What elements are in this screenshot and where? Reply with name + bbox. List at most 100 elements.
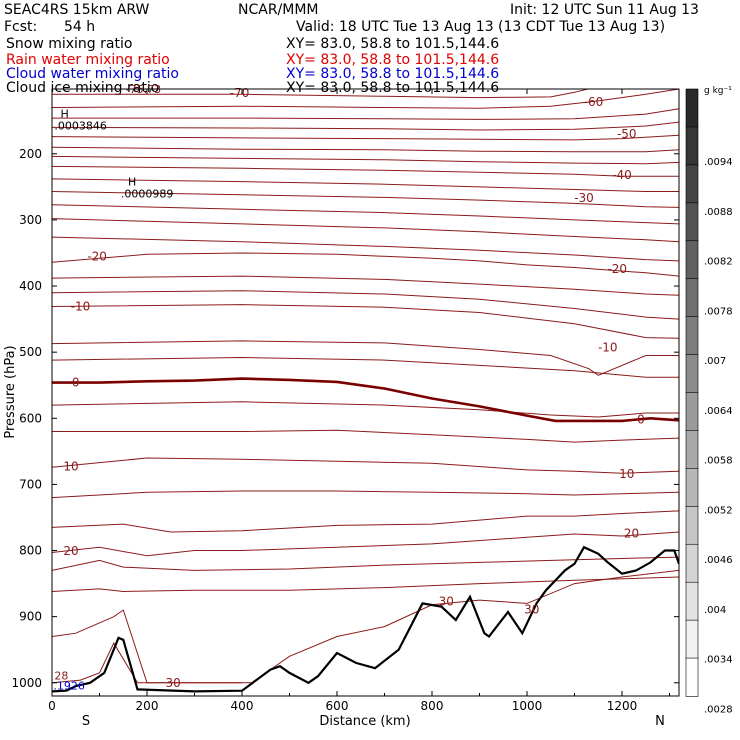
contour-label: -60 <box>584 95 604 109</box>
x-axis-label: Distance (km) <box>319 714 410 729</box>
y-tick-label: 500 <box>19 345 42 359</box>
x-end-label-north: N <box>655 714 665 729</box>
isotherm-3 <box>52 121 679 131</box>
init-time: Init: 12 UTC Sun 11 Aug 13 <box>510 2 699 18</box>
y-tick-label: 400 <box>19 279 42 293</box>
x-axis: 0 200 400 600 800 1000 1200 <box>48 89 670 713</box>
temperature-contours <box>52 89 679 684</box>
colorbar-swatch <box>685 88 699 128</box>
colorbar-swatch <box>685 392 699 432</box>
contour-label: -20 <box>607 262 627 276</box>
x-tick-label: 600 <box>326 699 349 713</box>
chart-annotation: H <box>61 107 69 120</box>
isotherm-2 <box>52 108 679 120</box>
chart-annotation: .1926 <box>53 679 85 692</box>
chart-annotation: H <box>128 176 136 189</box>
model-title: SEAC4RS 15km ARW <box>4 2 150 18</box>
y-tick-label: 900 <box>19 610 42 624</box>
isotherm-28 <box>52 642 242 684</box>
contour-label: -70 <box>230 86 250 100</box>
y-tick-label: 200 <box>19 147 42 161</box>
y-tick-label: 1000 <box>11 676 42 690</box>
contour-label: 10 <box>63 460 78 474</box>
contour-label: -20 <box>87 249 107 263</box>
colorbar-tick-label: .0052 <box>704 505 733 516</box>
contour-label: 30 <box>165 676 180 690</box>
field-xy-rain: XY= 83.0, 58.8 to 101.5,144.6 <box>286 52 500 68</box>
colorbar-swatch <box>685 430 699 470</box>
colorbar-tick-label: .0046 <box>704 555 733 566</box>
colorbar-swatch <box>685 240 699 280</box>
field-name-snow: Snow mixing ratio <box>6 36 133 52</box>
isotherm-13 <box>52 236 679 262</box>
isotherm-16 <box>52 290 679 320</box>
isotherm-12 <box>52 252 679 277</box>
colorbar-tick-label: .0028 <box>704 704 733 715</box>
colorbar-tick-label: .0082 <box>704 257 733 268</box>
colorbar-swatch <box>685 126 699 166</box>
isotherm-15 <box>52 304 679 339</box>
x-tick-label: 1200 <box>607 699 638 713</box>
terrain-layer <box>52 545 679 693</box>
contour-label: -10 <box>598 341 618 355</box>
field-xy-cloud-water: XY= 83.0, 58.8 to 101.5,144.6 <box>286 66 500 82</box>
zero-isotherm-label: 0 <box>637 413 645 427</box>
isotherm-24 <box>52 531 679 557</box>
isotherm-20 <box>52 429 679 443</box>
contour-label: -50 <box>617 127 637 141</box>
isotherm-14 <box>52 275 679 296</box>
contour-labels: -70 -60 -50 -40 -30 -20 -20 -10 -10 10 10 20 20 30 30 3… <box>63 86 644 690</box>
colorbar-tick-label: .0078 <box>704 306 733 317</box>
colorbar-tick-label: .007 <box>704 356 726 367</box>
isotherm-7 <box>52 165 679 177</box>
y-tick-label: 700 <box>19 477 42 491</box>
isotherm-9 <box>52 191 679 208</box>
colorbar-tick-label: .0034 <box>704 655 733 666</box>
colorbar-tick-label: .0094 <box>704 157 733 168</box>
chart-annotation: 28 <box>54 669 68 682</box>
contour-label: 20 <box>624 526 639 540</box>
zero-isotherm-label: 0 <box>72 376 80 390</box>
x-tick-label: 0 <box>48 699 56 713</box>
colorbar-swatch <box>685 316 699 356</box>
field-xy-cloud-ice: XY= 83.0, 58.8 to 101.5,144.6 <box>286 80 500 96</box>
colorbar-swatch <box>685 506 699 546</box>
field-name-rain: Rain water mixing ratio <box>6 52 170 68</box>
contour-label: 10 <box>619 467 634 481</box>
isotherm-26 <box>52 576 679 593</box>
field-name-cloud-water: Cloud water mixing ratio <box>6 66 179 82</box>
colorbar-tick-label: .0064 <box>704 406 733 417</box>
valid-time: Valid: 18 UTC Tue 13 Aug 13 (13 CDT Tue … <box>296 19 666 35</box>
colorbar-swatch <box>685 619 699 659</box>
chart-annotation: .0000989 <box>121 187 174 200</box>
y-tick-label: 300 <box>19 213 42 227</box>
center-title: NCAR/MMM <box>238 2 319 18</box>
colorbar-swatch <box>685 202 699 242</box>
isotherm-10 <box>52 204 679 225</box>
isotherm-1 <box>52 89 679 109</box>
isotherm-27 <box>52 569 679 684</box>
colorbar-swatch <box>685 278 699 318</box>
isotherm-6 <box>52 155 679 165</box>
colorbar-swatch <box>685 657 699 697</box>
colorbar: .0094 .0088 .0082 .0078 .007 .0064 .0058 .0052.… <box>685 88 733 715</box>
isotherm-25 <box>52 556 679 571</box>
forecast-label: Fcst: <box>4 19 38 35</box>
x-tick-label: 400 <box>231 699 254 713</box>
contour-label: -30 <box>574 191 594 205</box>
chart-annotation: .0003846 <box>54 119 107 132</box>
isotherm-0 <box>52 89 590 99</box>
isotherm-22 <box>52 490 679 499</box>
contour-label: -40 <box>612 168 632 182</box>
y-axis-label: Pressure (hPa) <box>3 345 18 438</box>
colorbar-swatch <box>685 581 699 621</box>
isotherm-17 <box>52 340 679 376</box>
field-name-cloud-ice: Cloud ice mixing ratio <box>6 80 160 96</box>
y-tick-label: 800 <box>19 544 42 558</box>
isotherm-21 <box>52 457 679 474</box>
colorbar-unit: g kg⁻¹ <box>704 86 732 96</box>
contour-label: 30 <box>439 594 454 608</box>
x-tick-label: 1000 <box>512 699 543 713</box>
